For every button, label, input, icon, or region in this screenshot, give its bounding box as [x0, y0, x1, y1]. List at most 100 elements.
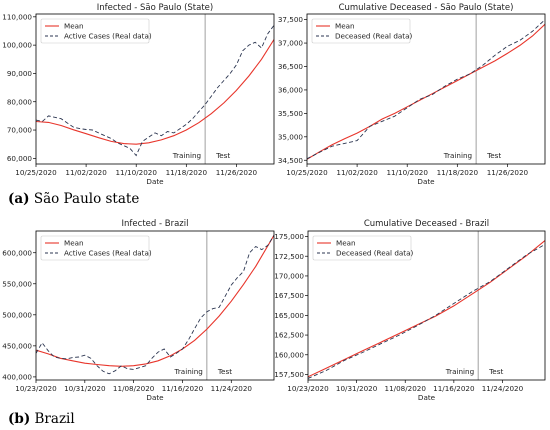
chart-title: Cumulative Deceased - Brazil: [364, 219, 489, 229]
plot-frame: [307, 230, 546, 381]
caption-b: (b) Brazil: [8, 411, 75, 427]
x-tick-label: 11/18/2020: [437, 168, 479, 177]
x-tick-label: 11/10/2020: [115, 168, 157, 177]
caption-a-label: (a): [8, 191, 30, 207]
x-tick-label: 11/02/2020: [336, 168, 378, 177]
y-tick-label: 160,000: [274, 350, 304, 359]
mean-line: [308, 240, 545, 378]
x-tick-label: 11/16/2020: [433, 384, 475, 393]
training-label: Training: [174, 367, 203, 376]
legend-real-label: Deceased (Real data): [336, 249, 414, 258]
caption-b-label: (b): [8, 411, 31, 427]
x-tick-label: 10/31/2020: [64, 384, 106, 393]
plot-frame: [35, 13, 275, 165]
y-tick-label: 37,000: [278, 39, 304, 48]
y-tick-label: 37,500: [278, 15, 304, 24]
chart-2: Cumulative Deceased - São Paulo (State) 3…: [278, 3, 546, 186]
x-tick-label: 11/26/2020: [216, 168, 258, 177]
x-axis-label: Date: [418, 393, 436, 402]
mean-line: [36, 39, 274, 145]
test-label: Test: [217, 367, 232, 376]
series-group: [308, 240, 545, 379]
x-axis-label: Date: [417, 177, 435, 186]
y-tick-label: 70,000: [7, 126, 33, 135]
x-tick-label: 11/10/2020: [386, 168, 428, 177]
x-tick-label: 10/23/2020: [287, 384, 329, 393]
x-tick-label: 11/08/2020: [385, 384, 427, 393]
legend-box: [311, 18, 411, 44]
y-tick-label: 35,000: [278, 132, 304, 141]
training-label: Training: [443, 151, 472, 160]
legend-mean-label: Mean: [64, 239, 84, 248]
real-data-line: [308, 244, 545, 379]
chart-title: Infected - Brazil: [122, 219, 189, 229]
y-tick-label: 167,500: [274, 291, 304, 300]
y-tick-label: 550,000: [2, 279, 32, 288]
y-tick-label: 175,000: [274, 232, 304, 241]
y-tick-label: 35,500: [278, 109, 304, 118]
series-group: [36, 235, 274, 375]
legend-mean-label: Mean: [336, 239, 356, 248]
chart-title: Cumulative Deceased - São Paulo (State): [339, 3, 514, 13]
x-tick-label: 11/16/2020: [162, 384, 204, 393]
y-tick-label: 450,000: [2, 341, 32, 350]
legend-mean-label: Mean: [64, 22, 84, 31]
y-tick-label: 500,000: [2, 310, 32, 319]
y-tick-label: 80,000: [7, 97, 33, 106]
y-tick-label: 36,000: [278, 86, 304, 95]
y-tick-label: 400,000: [2, 372, 32, 381]
y-tick-label: 100,000: [2, 41, 32, 50]
series-group: [36, 25, 274, 157]
x-tick-label: 10/23/2020: [15, 384, 57, 393]
x-axis-label: Date: [146, 177, 164, 186]
legend-real-label: Active Cases (Real data): [64, 249, 152, 258]
x-tick-label: 10/25/2020: [286, 168, 328, 177]
caption-b-text: Brazil: [34, 411, 75, 427]
y-tick-label: 60,000: [7, 154, 33, 163]
y-tick-label: 170,000: [274, 272, 304, 281]
x-axis-label: Date: [146, 393, 164, 402]
y-tick-label: 110,000: [2, 12, 32, 21]
y-tick-label: 162,500: [274, 331, 304, 340]
real-data-line: [36, 25, 274, 157]
plot-frame: [35, 230, 275, 381]
x-tick-label: 11/26/2020: [487, 168, 529, 177]
real-data-line: [36, 235, 274, 375]
mean-line: [307, 23, 545, 160]
real-data-line: [307, 19, 545, 160]
chart-1: Infected - São Paulo (State) 60,000 70,000…: [2, 3, 275, 186]
caption-a: (a) São Paulo state: [8, 191, 139, 207]
x-tick-label: 11/08/2020: [113, 384, 155, 393]
test-label: Test: [488, 367, 503, 376]
chart-title: Infected - São Paulo (State): [97, 3, 213, 13]
y-tick-label: 165,000: [274, 311, 304, 320]
training-label: Training: [445, 367, 474, 376]
legend-box: [40, 235, 150, 261]
chart-3: Infected - Brazil 400,000 450,000 500,000 55…: [2, 219, 275, 402]
legend-real-label: Active Cases (Real data): [64, 32, 152, 41]
legend-mean-label: Mean: [335, 22, 355, 31]
y-tick-label: 90,000: [7, 69, 33, 78]
x-tick-label: 11/18/2020: [166, 168, 208, 177]
x-tick-label: 11/02/2020: [65, 168, 107, 177]
x-tick-label: 10/31/2020: [336, 384, 378, 393]
legend-box: [40, 18, 150, 44]
y-tick-label: 34,500: [278, 156, 304, 165]
test-label: Test: [215, 151, 230, 160]
test-label: Test: [486, 151, 501, 160]
x-tick-label: 11/24/2020: [211, 384, 253, 393]
legend-real-label: Deceased (Real data): [335, 32, 413, 41]
caption-a-text: São Paulo state: [33, 191, 140, 207]
mean-line: [36, 235, 274, 367]
legend-box: [312, 235, 412, 261]
chart-4: Cumulative Deceased - Brazil 157,500 160,0…: [274, 219, 546, 402]
y-tick-label: 172,500: [274, 252, 304, 261]
x-tick-label: 11/24/2020: [482, 384, 524, 393]
y-tick-label: 157,500: [274, 370, 304, 379]
series-group: [307, 19, 545, 160]
training-label: Training: [172, 151, 201, 160]
x-tick-label: 10/25/2020: [15, 168, 57, 177]
y-tick-label: 36,500: [278, 62, 304, 71]
plot-frame: [306, 13, 546, 165]
